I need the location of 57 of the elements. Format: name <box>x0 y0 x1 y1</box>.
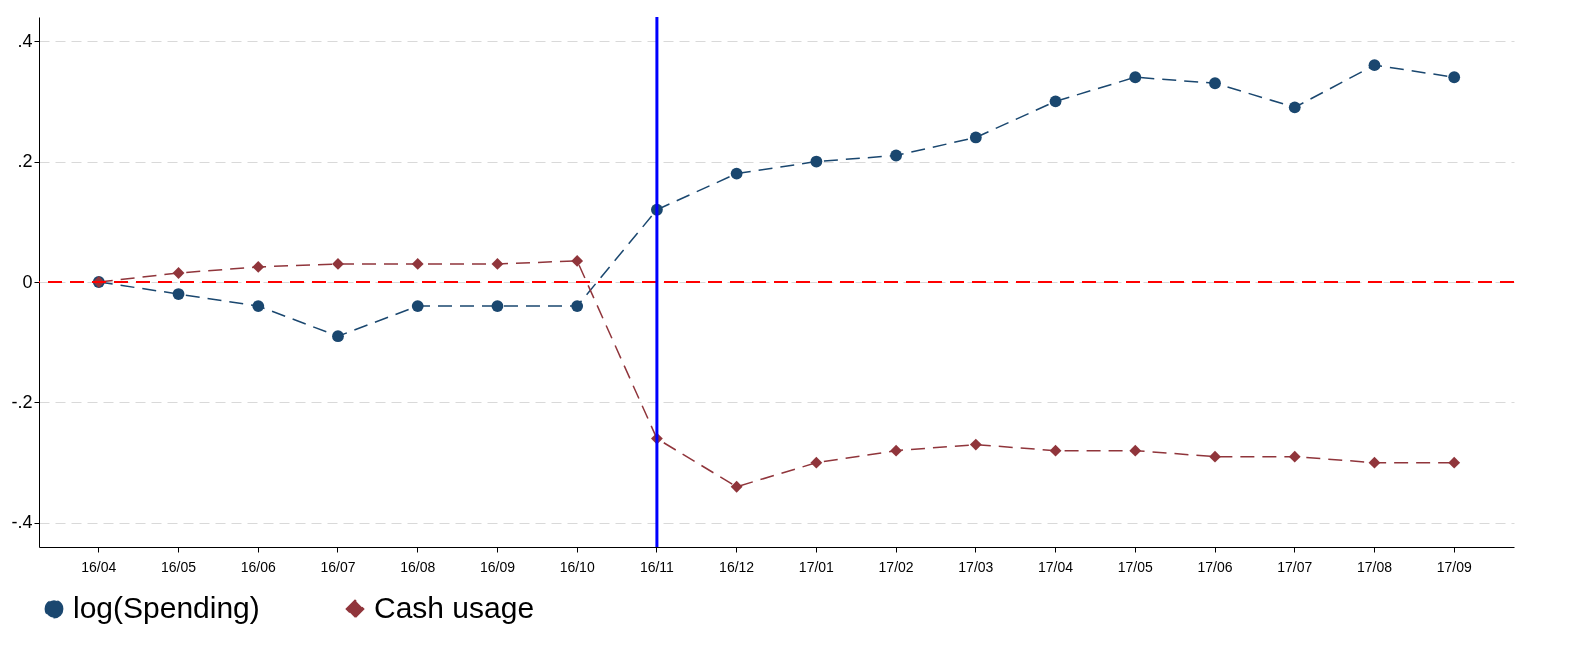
point <box>1049 95 1062 108</box>
x-tick-label: 17/01 <box>798 558 835 575</box>
point <box>1288 101 1301 114</box>
point <box>1209 77 1221 90</box>
point <box>252 300 265 312</box>
x-tick-label: 16/11 <box>639 558 675 575</box>
x-tick-label: 17/07 <box>1277 558 1313 575</box>
x-tick-label: 16/08 <box>400 558 436 575</box>
point <box>1448 71 1461 84</box>
point <box>411 300 424 312</box>
point <box>172 267 185 279</box>
y-tick-label: 0 <box>22 271 33 292</box>
point <box>1129 71 1142 84</box>
y-tick-label: -.4 <box>11 512 33 533</box>
point <box>332 258 344 270</box>
point <box>491 258 504 270</box>
point <box>1129 444 1142 457</box>
point <box>172 288 185 300</box>
x-tick-label: 16/04 <box>81 558 117 575</box>
point <box>810 456 823 469</box>
point <box>571 255 584 267</box>
x-tick-label: 17/02 <box>878 558 914 575</box>
x-tick-label: 17/09 <box>1436 558 1472 575</box>
point <box>969 438 982 451</box>
point <box>810 155 823 168</box>
y-tick-label: -.2 <box>11 391 33 412</box>
x-tick-label: 16/05 <box>161 558 197 575</box>
point <box>1368 456 1381 469</box>
y-tick-label: .4 <box>17 30 33 51</box>
x-tick-label: 17/04 <box>1038 558 1074 575</box>
point <box>730 167 743 180</box>
x-tick-label: 17/08 <box>1356 558 1393 575</box>
point <box>1448 456 1461 469</box>
point <box>491 300 504 312</box>
point <box>730 480 743 493</box>
x-tick-label: 16/06 <box>240 558 276 575</box>
point <box>1368 59 1381 72</box>
x-tick-label: 17/05 <box>1117 558 1154 575</box>
point <box>1288 450 1301 463</box>
point <box>332 330 344 343</box>
legend-label: Cash usage <box>374 591 535 624</box>
x-tick-label: 16/07 <box>320 558 356 575</box>
point <box>969 131 982 144</box>
point <box>1049 444 1062 457</box>
legend-label: log(Spending) <box>73 591 260 624</box>
x-tick-label: 17/06 <box>1197 558 1233 575</box>
point <box>890 149 903 162</box>
point <box>252 261 265 273</box>
point <box>571 300 584 312</box>
point <box>890 444 903 457</box>
point <box>411 258 424 270</box>
x-tick-label: 17/03 <box>958 558 994 575</box>
x-tick-label: 16/10 <box>559 558 595 575</box>
point <box>1209 450 1221 463</box>
x-tick-label: 16/12 <box>719 558 755 575</box>
y-tick-label: .2 <box>17 151 33 172</box>
x-tick-label: 16/09 <box>479 558 516 575</box>
